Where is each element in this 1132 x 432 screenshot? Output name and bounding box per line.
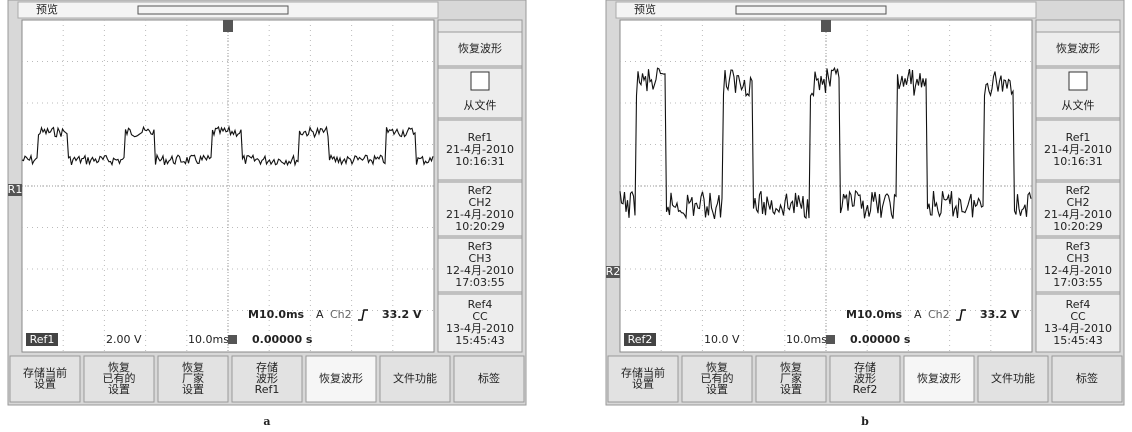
ref-line: 10:16:31 xyxy=(455,155,504,168)
trigger-level: 33.2 V xyxy=(980,308,1020,321)
floppy-icon xyxy=(471,72,489,90)
trigger-level: 33.2 V xyxy=(382,308,422,321)
trigger-marker xyxy=(821,20,831,32)
trigger-mode: A xyxy=(316,308,324,321)
button-label: Ref1 xyxy=(255,383,280,396)
button-label: 设置 xyxy=(632,378,654,391)
caption: a xyxy=(263,415,270,428)
button-label: 设置 xyxy=(108,383,130,396)
readout-volts: 2.00 V xyxy=(106,333,142,346)
ref-line: 17:03:55 xyxy=(455,276,504,289)
menu-title: 恢复波形 xyxy=(1056,41,1100,55)
readout-time: 10.0ms xyxy=(786,333,827,346)
button-label: Ref2 xyxy=(853,383,878,396)
from-file: 从文件 xyxy=(464,98,497,112)
readout-ref: Ref1 xyxy=(30,333,55,346)
position-icon xyxy=(826,335,835,344)
scope-panel: 预览 R1 M10.0ms A Ch2 33.2 V Ref1 2.00 V 10.0ms 0.0… xyxy=(8,0,526,428)
ref-marker: R2 xyxy=(606,265,621,278)
top-bar xyxy=(18,2,438,18)
trigger-marker xyxy=(223,20,233,32)
ref-line: 15:45:43 xyxy=(455,334,504,347)
scope-panel: 预览 R2 M10.0ms A Ch2 33.2 V Ref2 10.0 V 10.0ms 0.0… xyxy=(606,0,1124,428)
trigger-source: Ch2 xyxy=(330,308,352,321)
button-label: 文件功能 xyxy=(393,371,437,385)
preview-label: 预览 xyxy=(634,2,656,16)
ref-line: 10:16:31 xyxy=(1053,155,1102,168)
readout-offset: 0.00000 s xyxy=(252,333,313,346)
from-file: 从文件 xyxy=(1062,98,1095,112)
button-label: 设置 xyxy=(182,383,204,396)
button-label: 标签 xyxy=(478,371,500,385)
menu-title: 恢复波形 xyxy=(458,41,502,55)
preview-label: 预览 xyxy=(36,2,58,16)
trigger-source: Ch2 xyxy=(928,308,950,321)
figure: 预览 R1 M10.0ms A Ch2 33.2 V Ref1 2.00 V 10.0ms 0.0… xyxy=(0,0,1132,432)
ref-line: 10:20:29 xyxy=(455,220,504,233)
readout-offset: 0.00000 s xyxy=(850,333,911,346)
trigger-mode: A xyxy=(914,308,922,321)
button-label: 设置 xyxy=(780,383,802,396)
floppy-icon xyxy=(1069,72,1087,90)
readout-volts: 10.0 V xyxy=(704,333,740,346)
caption: b xyxy=(861,415,869,428)
button-label: 恢复波形 xyxy=(319,371,363,385)
button-label: 恢复波形 xyxy=(917,371,961,385)
button-label: 文件功能 xyxy=(991,371,1035,385)
ref-line: 17:03:55 xyxy=(1053,276,1102,289)
button-label: 标签 xyxy=(1076,371,1098,385)
timebase: M10.0ms xyxy=(846,308,903,321)
ref-line: 10:20:29 xyxy=(1053,220,1102,233)
button-label: 设置 xyxy=(706,383,728,396)
readout-time: 10.0ms xyxy=(188,333,229,346)
position-icon xyxy=(228,335,237,344)
ref-marker: R1 xyxy=(8,183,23,196)
readout-ref: Ref2 xyxy=(628,333,653,346)
timebase: M10.0ms xyxy=(248,308,305,321)
ref-line: 15:45:43 xyxy=(1053,334,1102,347)
top-bar xyxy=(616,2,1036,18)
button-label: 设置 xyxy=(34,378,56,391)
